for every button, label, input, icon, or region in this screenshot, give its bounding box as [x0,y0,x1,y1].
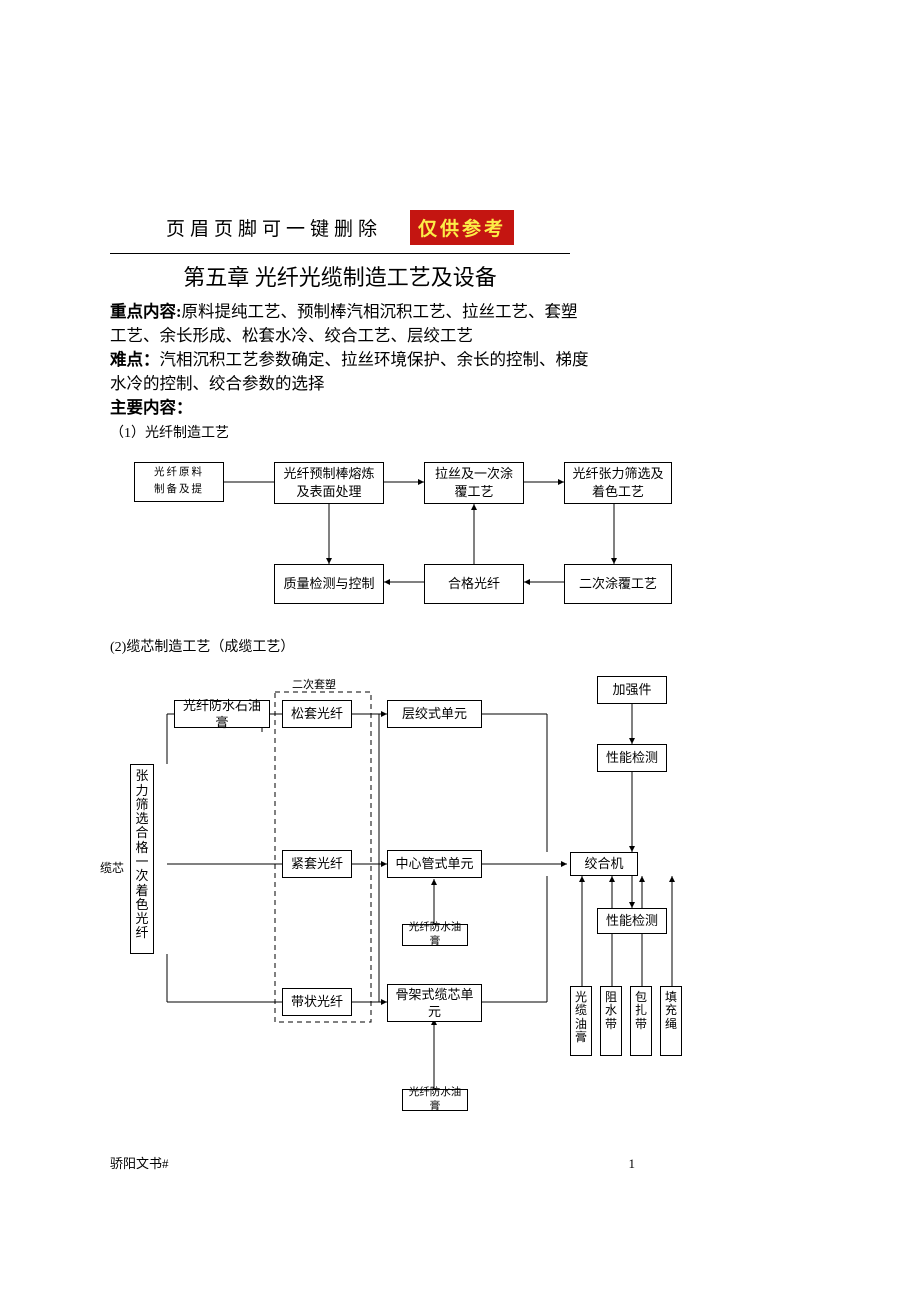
fc1-box-qualified: 合格光纤 [424,564,524,604]
flowchart-cable-core: 二次套塑 缆芯 张力筛选合格一次着色光纤 光纤防水石油膏 松套光纤 紧套光纤 带… [102,664,722,1144]
footer-left: 骄阳文书# [110,1153,169,1172]
fc2-box-layer-unit: 层绞式单元 [387,700,482,728]
fc2-box-filler-rope: 填充绳 [660,986,682,1056]
badge-reference-only: 仅供参考 [410,210,514,245]
fc2-vtext: 张力筛选合格一次着色光纤 [135,768,148,940]
flowchart-fiber-manufacturing: 光纤原料制备及提 光纤预制棒熔炼及表面处理 拉丝及一次涂覆工艺 光纤张力筛选及着… [124,454,684,634]
fc1-box-qc: 质量检测与控制 [274,564,384,604]
chapter-title: 第五章 光纤光缆制造工艺及设备 [110,260,570,292]
fc2-v3: 包扎带 [635,990,647,1030]
fc2-v4: 填充绳 [665,990,677,1030]
fc2-box-water-block-tape: 阻水带 [600,986,622,1056]
fc2-label-core: 缆芯 [100,859,124,876]
fc1-box-drawing: 拉丝及一次涂覆工艺 [424,462,524,504]
fc2-box-colored-fiber: 张力筛选合格一次着色光纤 [130,764,154,954]
fc2-box-tight-buffer: 紧套光纤 [282,850,352,878]
fc2-box-strength-member: 加强件 [597,676,667,704]
fc2-box-loose-tube: 松套光纤 [282,700,352,728]
difficulties-text: 汽相沉积工艺参数确定、拉丝环境保护、余长的控制、梯度水冷的控制、绞合参数的选择 [110,350,589,393]
fc2-box-center-tube-unit: 中心管式单元 [387,850,482,878]
fc2-box-perf-test-2: 性能检测 [597,908,667,934]
difficulties-label: 难点： [110,350,160,369]
fc2-label-secondary-sleeve: 二次套塑 [292,676,336,692]
fc2-box-cable-grease: 光缆油膏 [570,986,592,1056]
key-points: 重点内容:原料提纯工艺、预制棒汽相沉积工艺、拉丝工艺、套塑工艺、余长形成、松套水… [110,300,590,348]
fc2-box-twister: 绞合机 [570,852,638,876]
fc1-box-raw-material: 光纤原料制备及提 [134,462,224,502]
fc2-box-grease-1: 光纤防水油膏 [402,924,468,946]
fc1-b1-line1: 光纤原料 [154,467,204,478]
header-row: 页眉页脚可一键删除 仅供参考 [110,210,570,245]
fc1-box-tension-color: 光纤张力筛选及着色工艺 [564,462,672,504]
fc2-connectors [102,664,722,1144]
fc2-box-binding-tape: 包扎带 [630,986,652,1056]
fc2-box-petroleum-grease: 光纤防水石油膏 [174,700,270,728]
fc1-box-preform: 光纤预制棒熔炼及表面处理 [274,462,384,504]
difficulties: 难点：汽相沉积工艺参数确定、拉丝环境保护、余长的控制、梯度水冷的控制、绞合参数的… [110,348,590,396]
section-1-title: （1）光纤制造工艺 [110,424,590,444]
fc1-box-secondary-coat: 二次涂覆工艺 [564,564,672,604]
header-note: 页眉页脚可一键删除 [166,214,382,241]
section-2-title: (2)缆芯制造工艺（成缆工艺） [110,638,590,658]
main-content-label: 主要内容： [110,396,590,420]
page: 页眉页脚可一键删除 仅供参考 第五章 光纤光缆制造工艺及设备 重点内容:原料提纯… [0,0,920,1302]
fc1-b1-line2: 制备及提 [154,484,204,495]
footer-page-number: 1 [629,1156,636,1172]
fc2-box-grease-2: 光纤防水油膏 [402,1089,468,1111]
fc2-v2: 阻水带 [605,990,617,1030]
header-rule [110,253,570,254]
fc2-box-frame-unit: 骨架式缆芯单元 [387,984,482,1022]
key-points-label: 重点内容: [110,302,182,321]
fc2-box-perf-test-1: 性能检测 [597,744,667,772]
fc2-v1: 光缆油膏 [575,990,587,1044]
fc2-box-ribbon: 带状光纤 [282,988,352,1016]
content-area: 页眉页脚可一键删除 仅供参考 第五章 光纤光缆制造工艺及设备 重点内容:原料提纯… [110,210,810,1144]
